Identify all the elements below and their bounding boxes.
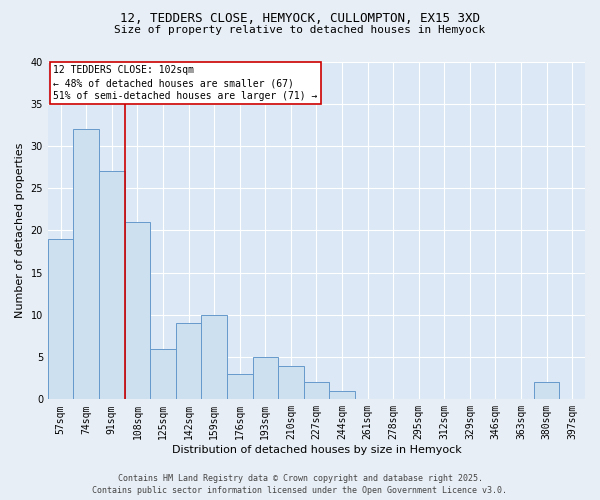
Text: Contains HM Land Registry data © Crown copyright and database right 2025.
Contai: Contains HM Land Registry data © Crown c… (92, 474, 508, 495)
Bar (329, 391, 355, 400)
Bar (253, 357, 278, 400)
Bar (125, 222, 150, 400)
Bar (48, 239, 73, 400)
Y-axis label: Number of detached properties: Number of detached properties (15, 142, 25, 318)
Bar (150, 348, 176, 400)
Bar (202, 315, 227, 400)
Bar (304, 382, 329, 400)
Bar (278, 366, 304, 400)
Text: 12, TEDDERS CLOSE, HEMYOCK, CULLOMPTON, EX15 3XD: 12, TEDDERS CLOSE, HEMYOCK, CULLOMPTON, … (120, 12, 480, 26)
Text: Size of property relative to detached houses in Hemyock: Size of property relative to detached ho… (115, 25, 485, 35)
Bar (73, 129, 99, 400)
Text: 12 TEDDERS CLOSE: 102sqm
← 48% of detached houses are smaller (67)
51% of semi-d: 12 TEDDERS CLOSE: 102sqm ← 48% of detach… (53, 65, 317, 102)
Bar (227, 374, 253, 400)
Bar (99, 172, 125, 400)
Bar (176, 324, 202, 400)
X-axis label: Distribution of detached houses by size in Hemyock: Distribution of detached houses by size … (172, 445, 461, 455)
Bar (534, 382, 559, 400)
